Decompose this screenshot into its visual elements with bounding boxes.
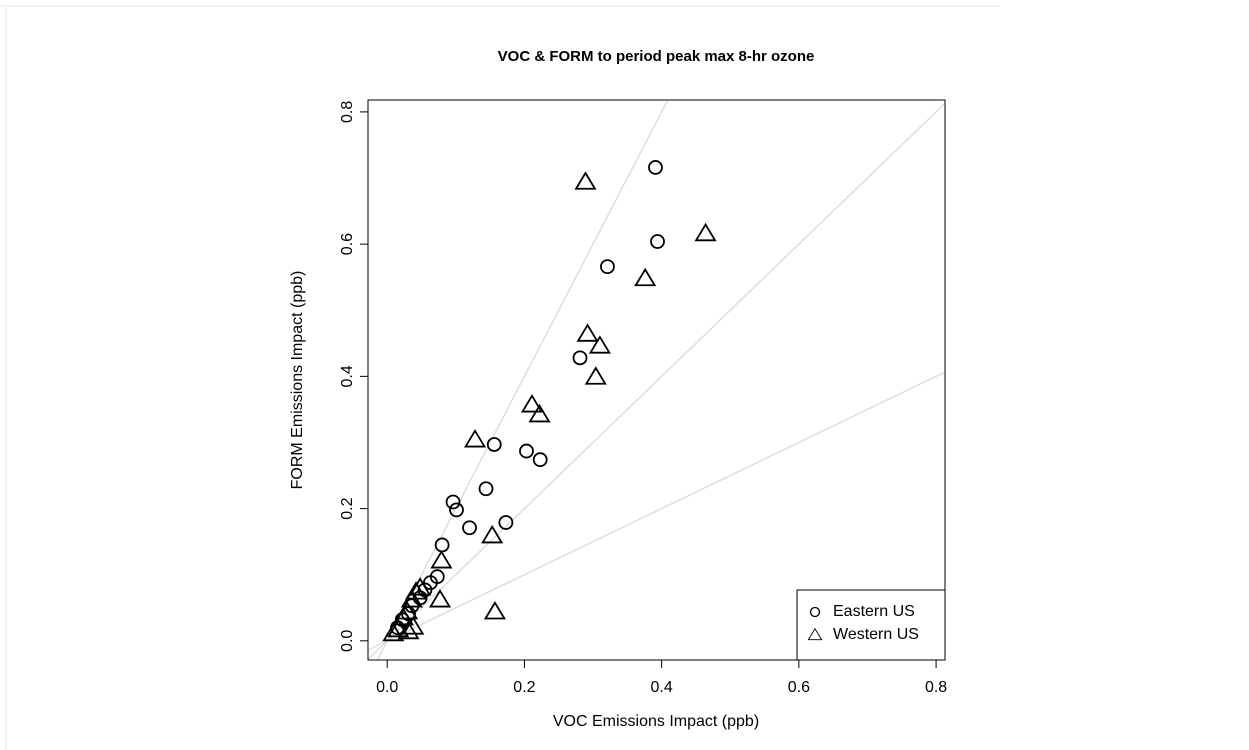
point [648, 160, 663, 175]
point [650, 234, 665, 249]
point [600, 259, 615, 275]
point [483, 600, 506, 620]
point [486, 437, 502, 452]
point [574, 171, 597, 190]
reference-line [368, 102, 945, 660]
y-axis-label: FORM Emissions Impact (ppb) [289, 271, 306, 490]
point [402, 616, 425, 635]
point [400, 589, 423, 608]
y-tick-label: 0.2 [339, 497, 356, 519]
point [428, 589, 452, 608]
legend-label: Western US [833, 626, 919, 643]
reference-lines [368, 100, 945, 660]
point [576, 323, 599, 342]
y-tick-label: 0.4 [339, 365, 356, 387]
x-tick-label: 0.0 [376, 679, 398, 696]
point [462, 520, 477, 536]
y-tick-label: 0.0 [339, 630, 356, 652]
point [449, 502, 464, 518]
y-tick-label: 0.8 [339, 101, 356, 123]
point [430, 550, 453, 569]
x-tick-label: 0.8 [925, 679, 947, 696]
x-axis-label: VOC Emissions Impact (ppb) [553, 713, 759, 730]
point [528, 403, 551, 423]
legend-label: Eastern US [833, 603, 915, 620]
legend-marker [807, 627, 823, 641]
point [532, 452, 548, 468]
x-tick-label: 0.2 [513, 679, 535, 696]
point [391, 606, 415, 626]
legend-box [796, 589, 946, 661]
point [481, 524, 504, 544]
point [382, 622, 405, 642]
point [634, 267, 657, 287]
point [409, 577, 432, 596]
point [463, 429, 487, 448]
reference-line [376, 100, 669, 660]
reference-line [368, 371, 945, 651]
chart-title: VOC & FORM to period peak max 8-hr ozone [498, 48, 815, 65]
point [519, 443, 534, 459]
point [520, 394, 544, 413]
point [478, 481, 494, 497]
point [572, 350, 588, 366]
point [584, 366, 607, 385]
x-tick-label: 0.6 [788, 679, 810, 696]
point [387, 618, 410, 638]
point [498, 515, 514, 530]
point [445, 494, 461, 510]
point [694, 222, 717, 242]
y-tick-label: 0.6 [339, 233, 356, 255]
legend-marker [809, 606, 821, 618]
x-tick-label: 0.4 [651, 679, 673, 696]
point [588, 335, 611, 354]
